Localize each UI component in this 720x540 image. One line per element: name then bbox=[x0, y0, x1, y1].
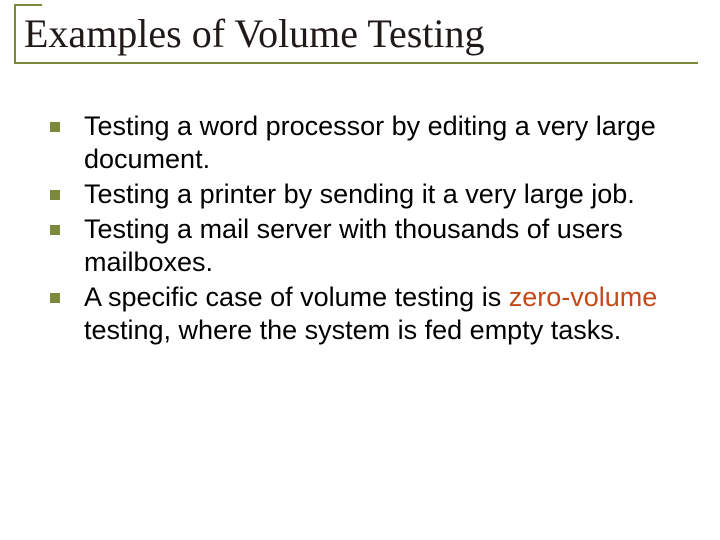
slide-title: Examples of Volume Testing bbox=[24, 10, 485, 57]
title-rule-left bbox=[14, 4, 16, 64]
bullet-icon bbox=[50, 225, 60, 235]
title-rule-top bbox=[14, 4, 42, 6]
bullet-icon bbox=[50, 293, 60, 303]
bullet-icon bbox=[50, 190, 60, 200]
slide: Examples of Volume Testing Testing a wor… bbox=[0, 0, 720, 540]
list-item-text: Testing a mail server with thousands of … bbox=[84, 213, 680, 279]
list-item-text: A specific case of volume testing is zer… bbox=[84, 281, 680, 347]
bullet-icon bbox=[50, 122, 60, 132]
list-item-text-pre: A specific case of volume testing is bbox=[84, 282, 509, 312]
list-item-text-post: testing, where the system is fed empty t… bbox=[84, 315, 621, 345]
list-item: Testing a mail server with thousands of … bbox=[50, 213, 680, 279]
highlight-text: zero-volume bbox=[509, 282, 658, 312]
list-item: Testing a word processor by editing a ve… bbox=[50, 110, 680, 176]
list-item: Testing a printer by sending it a very l… bbox=[50, 178, 680, 211]
list-item-text: Testing a printer by sending it a very l… bbox=[84, 178, 680, 211]
title-rule-under bbox=[14, 62, 698, 64]
list-item-text: Testing a word processor by editing a ve… bbox=[84, 110, 680, 176]
slide-body: Testing a word processor by editing a ve… bbox=[50, 110, 680, 349]
list-item: A specific case of volume testing is zer… bbox=[50, 281, 680, 347]
